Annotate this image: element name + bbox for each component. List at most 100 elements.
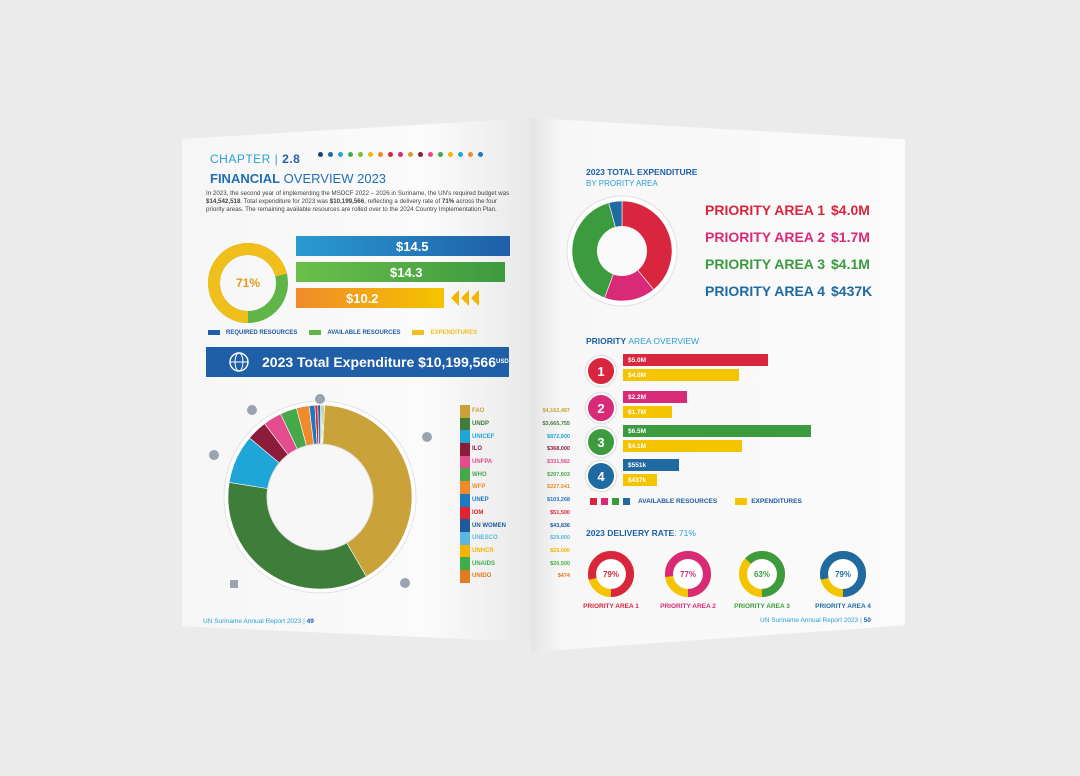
agency-value: $51,500 xyxy=(550,509,570,516)
priority-area-number: 1 xyxy=(586,356,616,386)
agency-value: $227,041 xyxy=(547,484,570,491)
agency-row: ILO $368,000 xyxy=(460,443,570,456)
total-expenditure-banner: 2023 Total Expenditure $10,199,566 USD xyxy=(206,347,509,377)
agency-value: $872,900 xyxy=(547,433,570,440)
required-resources-bar: $14.5 xyxy=(296,236,510,256)
available-resources-bar: $6.5M xyxy=(623,425,811,437)
agency-name: UNESCO xyxy=(472,535,498,542)
priority-area-amount: $1.7M xyxy=(831,229,870,245)
agency-row: UN WOMEN $43,836 xyxy=(460,519,570,532)
priority-area-amount: $437K xyxy=(831,283,873,299)
agency-row: UNICEF $872,900 xyxy=(460,430,570,444)
agency-value: $43,836 xyxy=(550,522,570,529)
delivery-donut-2: 77% xyxy=(665,551,711,597)
agency-row: UNIDO $474 xyxy=(460,569,570,583)
priority-area-number: 3 xyxy=(586,427,616,457)
agency-row: UNDP $3,665,755 xyxy=(460,417,570,431)
right-footer: UN Suriname Annual Report 2023 | 50 xyxy=(760,617,871,624)
agency-value: $103,268 xyxy=(547,497,570,504)
delivery-rate-arc xyxy=(665,551,711,597)
agency-name: WHO xyxy=(472,471,487,478)
agency-row: UNESCO $29,800 xyxy=(460,531,570,545)
agency-row: WHO $297,903 xyxy=(460,468,570,482)
agency-logo-icon xyxy=(422,432,432,442)
available-resources-bar: $5.0M xyxy=(623,354,768,366)
agency-row: WFP $227,041 xyxy=(460,481,570,494)
delivery-rate-arc xyxy=(820,551,866,597)
delivery-rate-pct: 79% xyxy=(835,570,851,579)
expenditures-bar: $10.2 xyxy=(296,288,444,308)
agency-name: UN WOMEN xyxy=(472,522,506,529)
delivery-donut-4: 79% xyxy=(820,551,866,597)
agency-value: $3,665,755 xyxy=(542,421,570,428)
agency-logo-icon xyxy=(209,450,219,460)
delivery-rate-donut: 71% xyxy=(208,243,288,323)
expenditure-bar: $4.0M xyxy=(623,369,739,381)
priority-area-slice-2 xyxy=(604,250,655,302)
agency-name: ILO xyxy=(472,446,482,453)
expenditure-bar: $437k xyxy=(623,474,657,486)
legend-required: REQUIRED RESOURCES xyxy=(208,330,297,336)
agency-row: UNFPA $331,982 xyxy=(460,455,570,469)
delivery-area-label: PRIORITY AREA 2 xyxy=(660,603,716,610)
agency-row: UNHCR $25,000 xyxy=(460,544,570,558)
delivery-area-label: PRIORITY AREA 4 xyxy=(815,603,871,610)
delivery-donut-3: 63% xyxy=(739,551,785,597)
agency-row: FAO $4,162,487 xyxy=(460,405,570,418)
agency-expenditure-donut xyxy=(209,394,432,594)
priority-area-donut xyxy=(566,195,678,307)
delivery-area-label: PRIORITY AREA 1 xyxy=(583,603,639,610)
agency-logo-icon xyxy=(230,580,238,588)
delivery-rate-arc xyxy=(739,551,785,597)
priority-area-amount: $4.1M xyxy=(831,256,870,272)
overview-legend: AVAILABLE RESOURCES EXPENDITURES xyxy=(590,498,802,505)
agency-value: $368,000 xyxy=(547,446,570,453)
priority-area-slice-1 xyxy=(621,200,673,291)
expenditure-bar: $1.7M xyxy=(623,406,673,418)
available-resources-bar: $14.3 xyxy=(296,262,505,282)
agency-row: IOM $51,500 xyxy=(460,506,570,520)
delivery-area-label: PRIORITY AREA 3 xyxy=(734,603,790,610)
priority-area-label: PRIORITY AREA 4 xyxy=(705,283,826,299)
available-resources-bar: $551k xyxy=(623,459,679,471)
agency-value: $25,000 xyxy=(550,547,570,554)
delivery-rate-title: 2023 DELIVERY RATE: 71% xyxy=(586,528,696,538)
expenditure-subtitle: BY PRORITY AREA xyxy=(586,179,658,188)
expenditure-title: 2023 TOTAL EXPENDITURE xyxy=(586,167,698,177)
financial-overview-title: FINANCIAL OVERVIEW 2023 xyxy=(210,171,387,186)
left-footer: UN Suriname Annual Report 2023 | 49 xyxy=(203,618,314,625)
priority-area-number: 2 xyxy=(586,393,616,423)
color-dots xyxy=(318,152,483,157)
agency-name: FAO xyxy=(472,408,485,415)
agency-row: UNAIDS $20,500 xyxy=(460,557,570,570)
agency-name: UNFPA xyxy=(472,459,493,466)
agency-name: UNHCR xyxy=(472,547,494,554)
priority-area-number: 4 xyxy=(586,461,616,491)
delivery-rate-pct: 77% xyxy=(680,570,696,579)
legend-available-resources: AVAILABLE RESOURCES xyxy=(638,498,718,505)
intro-paragraph: In 2023, the second year of implementing… xyxy=(206,190,510,213)
agency-value: $474 xyxy=(557,573,570,580)
resources-legend: REQUIRED RESOURCES AVAILABLE RESOURCES E… xyxy=(208,330,477,336)
overview-title: PRIORITY AREA OVERVIEW xyxy=(586,336,700,346)
agency-value: $297,903 xyxy=(547,471,570,478)
available-resources-bar: $2.2M xyxy=(623,391,687,403)
delivery-rate-pct: 79% xyxy=(603,570,619,579)
arrows-icon xyxy=(451,290,479,306)
agency-logo-icon xyxy=(247,405,257,415)
agency-name: UNDP xyxy=(472,421,490,428)
agency-name: UNIDO xyxy=(472,573,492,580)
agency-value: $29,800 xyxy=(550,535,570,542)
legend-expenditures: EXPENDITURES xyxy=(412,330,477,336)
delivery-rate-pct: 63% xyxy=(754,570,770,579)
agency-name: IOM xyxy=(472,509,484,516)
chapter-label: CHAPTER | 2.8 xyxy=(210,152,301,166)
priority-area-label: PRIORITY AREA 1 xyxy=(705,202,826,218)
agency-logo-icon xyxy=(400,578,410,588)
priority-area-label: PRIORITY AREA 2 xyxy=(705,229,826,245)
agency-row: UNEP $103,268 xyxy=(460,493,570,507)
priority-area-label: PRIORITY AREA 3 xyxy=(705,256,826,272)
globe-money-icon xyxy=(229,352,249,372)
delivery-donut-1: 79% xyxy=(588,551,634,597)
